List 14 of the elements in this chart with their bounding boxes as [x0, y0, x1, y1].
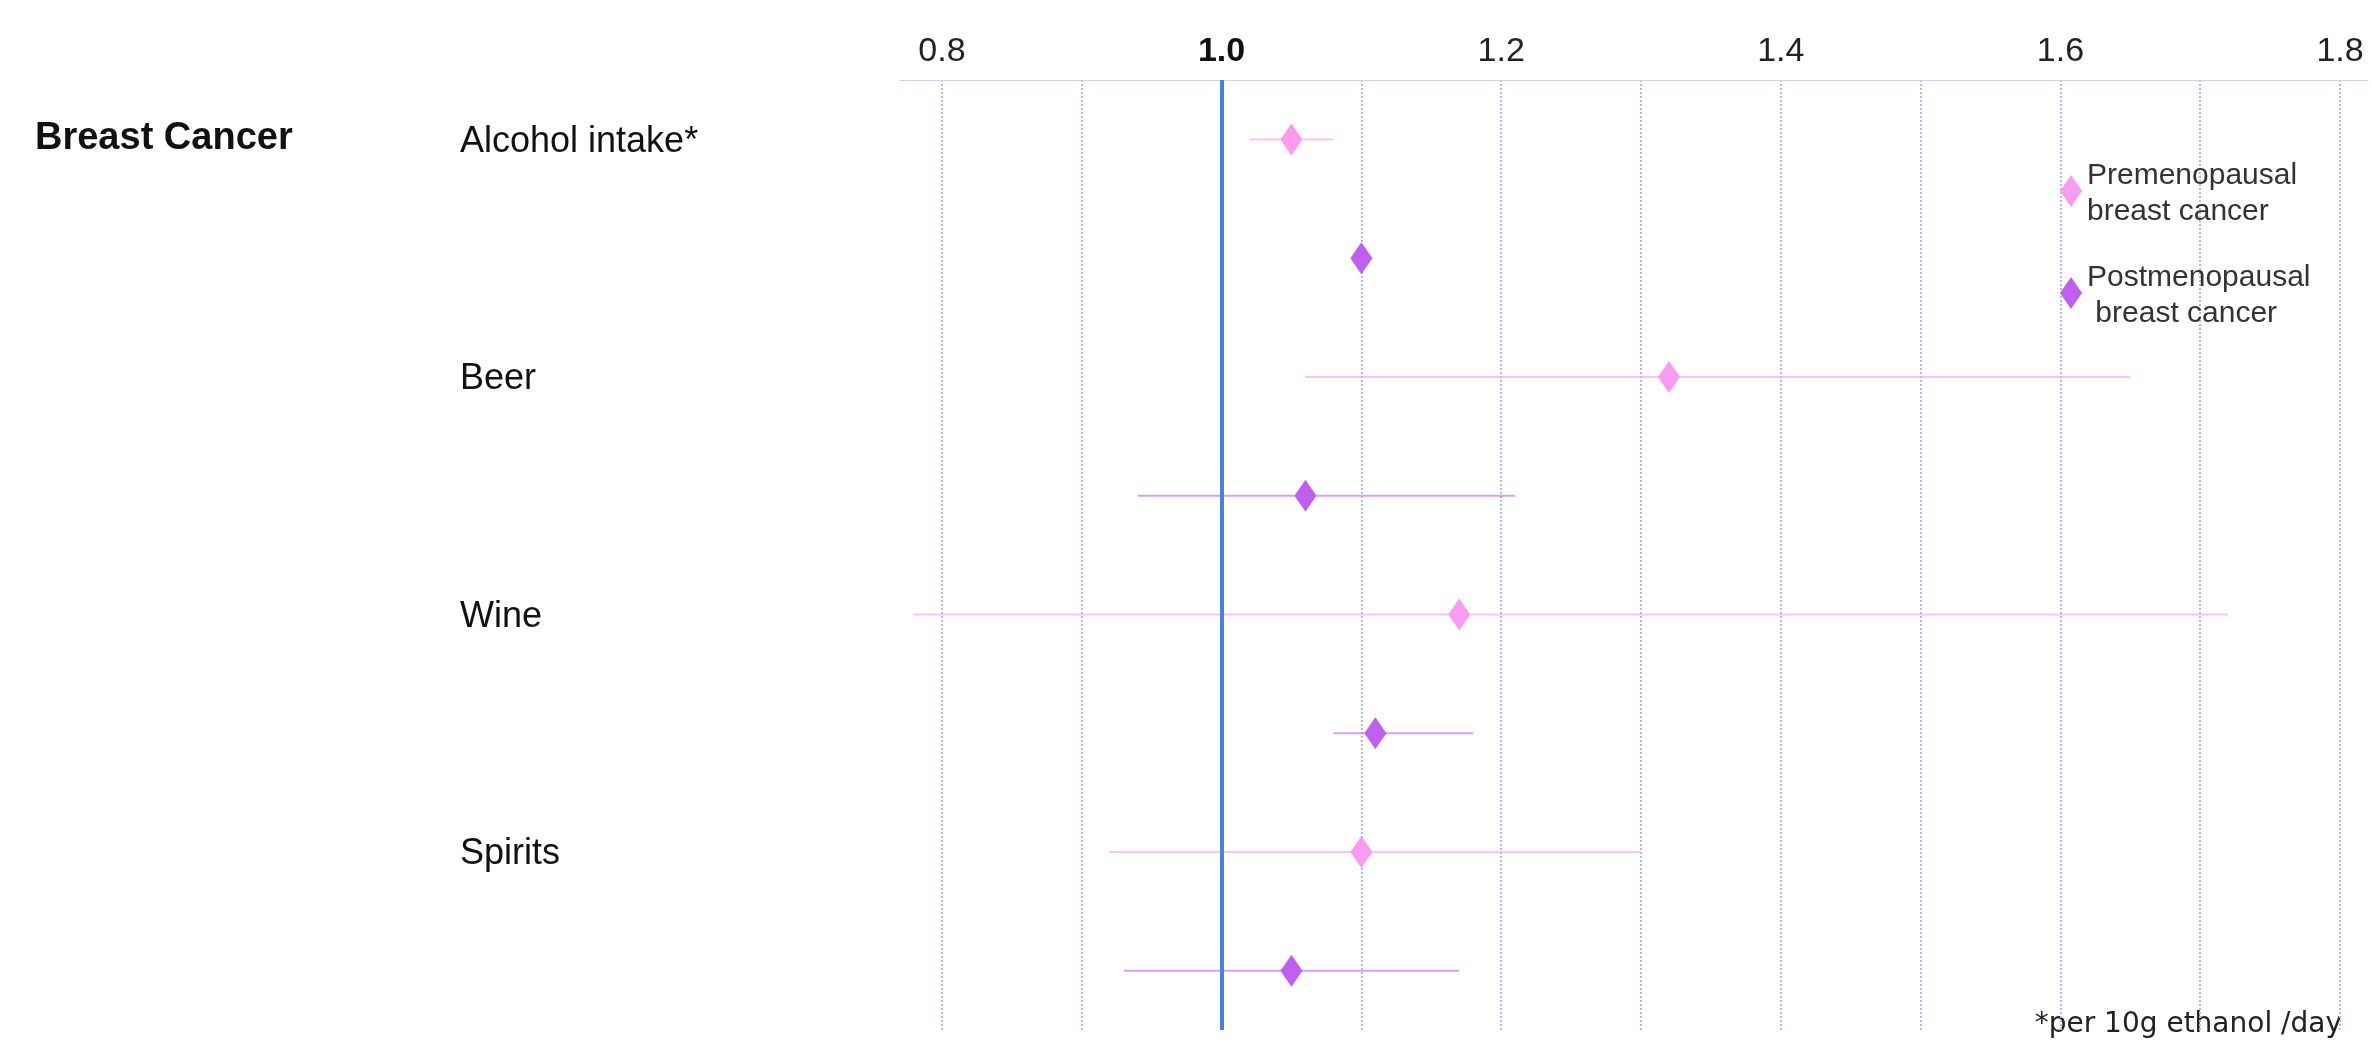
x-tick-label: 1.6	[2036, 30, 2085, 68]
x-tick-label: 1.0	[1197, 30, 1246, 68]
x-tick-label: 1.4	[1757, 30, 1805, 68]
x-tick-label: 0.8	[918, 30, 966, 68]
y-tick-label: Beer	[460, 356, 537, 398]
y-tick-label: Spirits	[460, 831, 561, 873]
y-tick-label: Alcohol intake*	[460, 118, 699, 160]
x-tick-label: 1.8	[2316, 30, 2364, 68]
legend-label: Premenopausal breast cancer	[2087, 156, 2306, 226]
legend-label: Postmenopausal breast cancer	[2087, 258, 2311, 328]
annotation: *per 10g ethanol /day	[2034, 1005, 2343, 1039]
text: Breast Cancer	[35, 115, 293, 157]
y-tick-label: Wine	[460, 593, 543, 635]
x-tick-label: 1.2	[1477, 30, 1525, 68]
